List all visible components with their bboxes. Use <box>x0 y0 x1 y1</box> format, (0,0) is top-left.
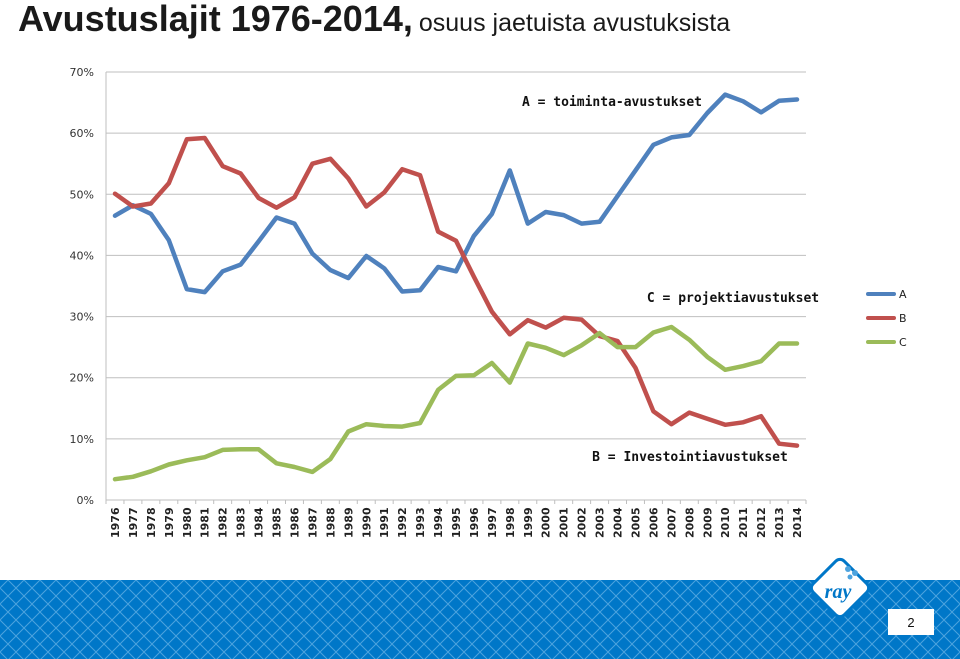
x-tick-label: 1988 <box>324 507 337 538</box>
x-tick-label: 2010 <box>719 507 732 538</box>
x-tick-label: 2013 <box>773 507 786 538</box>
x-tick-label: 1986 <box>288 507 301 538</box>
x-tick-label: 2014 <box>791 507 804 538</box>
y-tick-label: 50% <box>70 188 94 201</box>
series-line-A <box>112 92 800 295</box>
x-tick-label: 1981 <box>199 507 212 538</box>
x-tick-label: 2009 <box>701 507 714 538</box>
x-tick-label: 2004 <box>612 507 625 538</box>
y-tick-label: 30% <box>70 311 94 324</box>
x-tick-label: 2006 <box>647 507 660 538</box>
annotation-A: A = toiminta-avustukset <box>522 95 702 110</box>
x-tick-label: 1997 <box>486 507 499 538</box>
x-tick-label: 1976 <box>109 507 122 538</box>
x-tick-label: 1989 <box>342 507 355 538</box>
ray-logo: ray <box>804 552 876 624</box>
y-tick-label: 40% <box>70 249 94 262</box>
x-tick-label: 1993 <box>414 507 427 538</box>
x-tick-label: 1991 <box>378 507 391 538</box>
title-subtitle: osuus jaetuista avustuksista <box>418 9 731 37</box>
x-tick-label: 1980 <box>181 507 194 538</box>
annotations: A = toiminta-avustukset C = projektiavust… <box>522 95 819 465</box>
x-tick-label: 2000 <box>540 507 553 538</box>
x-tick-label: 1982 <box>217 507 230 538</box>
series-line-C <box>112 324 800 482</box>
x-tick-label: 1978 <box>145 507 158 538</box>
series-lines <box>112 92 800 482</box>
x-tick-label: 1984 <box>253 507 266 538</box>
x-tick-label: 1987 <box>306 507 319 538</box>
series-line-B <box>112 135 800 448</box>
x-tick-label: 2008 <box>683 507 696 538</box>
x-tick-label: 1998 <box>504 507 517 538</box>
x-tick-label: 1977 <box>127 507 140 538</box>
slide-title: Avustuslajit 1976-2014, osuus jaetuista a… <box>18 0 730 40</box>
x-tick-label: 2011 <box>737 507 750 538</box>
y-tick-label: 70% <box>70 66 94 79</box>
x-tick-label: 2012 <box>755 507 768 538</box>
axes: 0% 10% 20% 30% 40% 50% 60% 70% 1976 1977 1978 1979 1… <box>70 66 807 538</box>
y-tick-label: 0% <box>77 494 94 507</box>
x-tick-label: 1985 <box>271 507 284 538</box>
y-tick-label: 60% <box>70 127 94 140</box>
legend-label-A: A <box>899 288 907 301</box>
x-tick-label: 1992 <box>396 507 409 538</box>
legend: ABC <box>866 288 907 349</box>
title-main: Avustuslajit 1976-2014, <box>18 0 413 39</box>
x-tick-label: 1996 <box>468 507 481 538</box>
x-tick-label: 2001 <box>558 507 571 538</box>
x-tick-label: 1983 <box>235 507 248 538</box>
annotation-C: C = projektiavustukset <box>647 291 819 306</box>
y-tick-label: 20% <box>70 372 94 385</box>
x-tick-label: 1999 <box>522 507 535 538</box>
line-chart: 0% 10% 20% 30% 40% 50% 60% 70% 1976 1977 1978 1979 1… <box>70 66 907 538</box>
x-tick-label: 1990 <box>360 507 373 538</box>
annotation-B: B = Investointiavustukset <box>592 450 788 465</box>
gridlines <box>106 71 806 440</box>
x-tick-label: 2003 <box>594 507 607 538</box>
footer-pattern <box>0 580 960 659</box>
x-tick-label: 1979 <box>163 507 176 538</box>
x-tick-label: 2007 <box>665 507 678 538</box>
x-tick-label: 2002 <box>576 507 589 538</box>
svg-text:ray: ray <box>825 581 852 603</box>
x-tick-label: 1994 <box>432 507 445 538</box>
x-tick-label: 1995 <box>450 507 463 538</box>
legend-label-C: C <box>899 336 907 349</box>
legend-label-B: B <box>899 312 907 325</box>
page-number: 2 <box>888 609 934 635</box>
y-tick-label: 10% <box>70 433 94 446</box>
footer-band <box>0 580 960 659</box>
x-tick-label: 2005 <box>629 507 642 538</box>
